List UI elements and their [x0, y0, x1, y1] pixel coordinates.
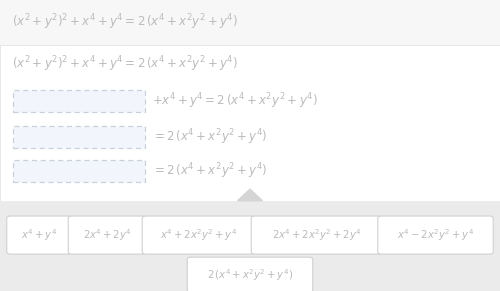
- Text: $x^4 - 2x^2y^2 + y^4$: $x^4 - 2x^2y^2 + y^4$: [397, 227, 474, 243]
- FancyBboxPatch shape: [6, 216, 72, 254]
- Text: $2x^4 + 2y^4$: $2x^4 + 2y^4$: [83, 227, 132, 243]
- FancyBboxPatch shape: [68, 216, 146, 254]
- Bar: [0, 201, 500, 291]
- FancyBboxPatch shape: [251, 216, 382, 254]
- FancyBboxPatch shape: [378, 216, 493, 254]
- Polygon shape: [238, 189, 262, 201]
- FancyBboxPatch shape: [12, 90, 145, 112]
- Text: $+x^4 + y^4 = 2\,(x^4 + x^2y^2 + y^4)$: $+x^4 + y^4 = 2\,(x^4 + x^2y^2 + y^4)$: [152, 91, 318, 111]
- Text: $(x^2 + y^2)^2 + x^4 + y^4 = 2\,(x^4 + x^2y^2 + y^4)$: $(x^2 + y^2)^2 + x^4 + y^4 = 2\,(x^4 + x…: [12, 54, 238, 74]
- FancyBboxPatch shape: [12, 160, 145, 182]
- Text: $x^4 + y^4$: $x^4 + y^4$: [22, 227, 58, 243]
- Text: $(x^2 + y^2)^2 + x^4 + y^4 = 2\,(x^4 + x^2y^2 + y^4)$: $(x^2 + y^2)^2 + x^4 + y^4 = 2\,(x^4 + x…: [12, 13, 238, 32]
- FancyBboxPatch shape: [12, 126, 145, 148]
- Bar: [0, 45, 500, 201]
- Bar: [0, 0, 500, 45]
- Text: $= 2\,(x^4 + x^2y^2 + y^4)$: $= 2\,(x^4 + x^2y^2 + y^4)$: [152, 162, 268, 181]
- Text: $= 2\,(x^4 + x^2y^2 + y^4)$: $= 2\,(x^4 + x^2y^2 + y^4)$: [152, 127, 268, 147]
- Text: $2\,(x^4 + x^2y^2 + y^4)$: $2\,(x^4 + x^2y^2 + y^4)$: [207, 267, 293, 283]
- Text: $2x^4 + 2x^2y^2 + 2y^4$: $2x^4 + 2x^2y^2 + 2y^4$: [272, 227, 362, 243]
- FancyBboxPatch shape: [142, 216, 255, 254]
- FancyBboxPatch shape: [187, 257, 313, 291]
- Text: $x^4 + 2x^2y^2 + y^4$: $x^4 + 2x^2y^2 + y^4$: [160, 227, 238, 243]
